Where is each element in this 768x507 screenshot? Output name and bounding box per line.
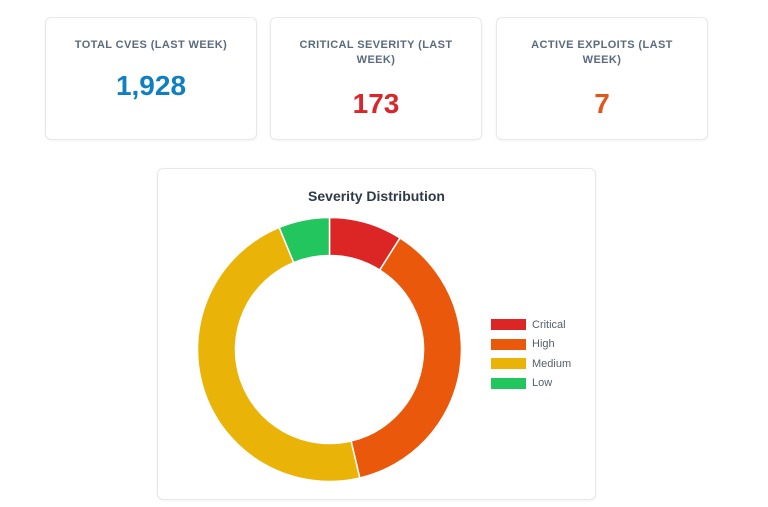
stat-card-critical-severity: CRITICAL SEVERITY (LAST WEEK) 173 (270, 17, 482, 140)
chart-title: Severity Distribution (308, 188, 445, 204)
stat-label: ACTIVE EXPLOITS (LAST WEEK) (531, 39, 673, 66)
legend-swatch (491, 377, 526, 389)
severity-donut-chart (196, 216, 463, 483)
legend-item-critical[interactable]: Critical (491, 315, 571, 335)
stat-card-active-exploits: ACTIVE EXPLOITS (LAST WEEK) 7 (496, 17, 708, 140)
stats-row: TOTAL CVES (LAST WEEK) 1,928 CRITICAL SE… (45, 17, 709, 142)
legend-swatch (491, 358, 526, 370)
donut-slice-high[interactable] (350, 236, 463, 479)
legend-swatch (491, 338, 526, 350)
legend-item-high[interactable]: High (491, 335, 571, 355)
stat-value: 1,928 (115, 70, 187, 101)
legend-item-low[interactable]: Low (491, 374, 571, 394)
legend-label: High (532, 338, 555, 351)
legend-swatch (491, 319, 526, 331)
stat-label: TOTAL CVES (LAST WEEK) (74, 39, 228, 51)
chart-legend: Critical High Medium Low (491, 315, 571, 393)
stat-value: 173 (352, 88, 400, 119)
legend-label: Critical (532, 318, 566, 331)
stat-card-total-cves: TOTAL CVES (LAST WEEK) 1,928 (45, 17, 257, 140)
stat-label: CRITICAL SEVERITY (LAST WEEK) (299, 39, 453, 66)
legend-label: Low (532, 377, 553, 390)
donut-slice-low[interactable] (278, 216, 331, 264)
donut-slice-medium[interactable] (196, 226, 361, 483)
severity-chart-card: Severity Distribution Critical High Medium… (157, 168, 596, 500)
legend-item-medium[interactable]: Medium (491, 354, 571, 374)
legend-label: Medium (532, 357, 572, 370)
stat-value: 7 (594, 88, 610, 119)
